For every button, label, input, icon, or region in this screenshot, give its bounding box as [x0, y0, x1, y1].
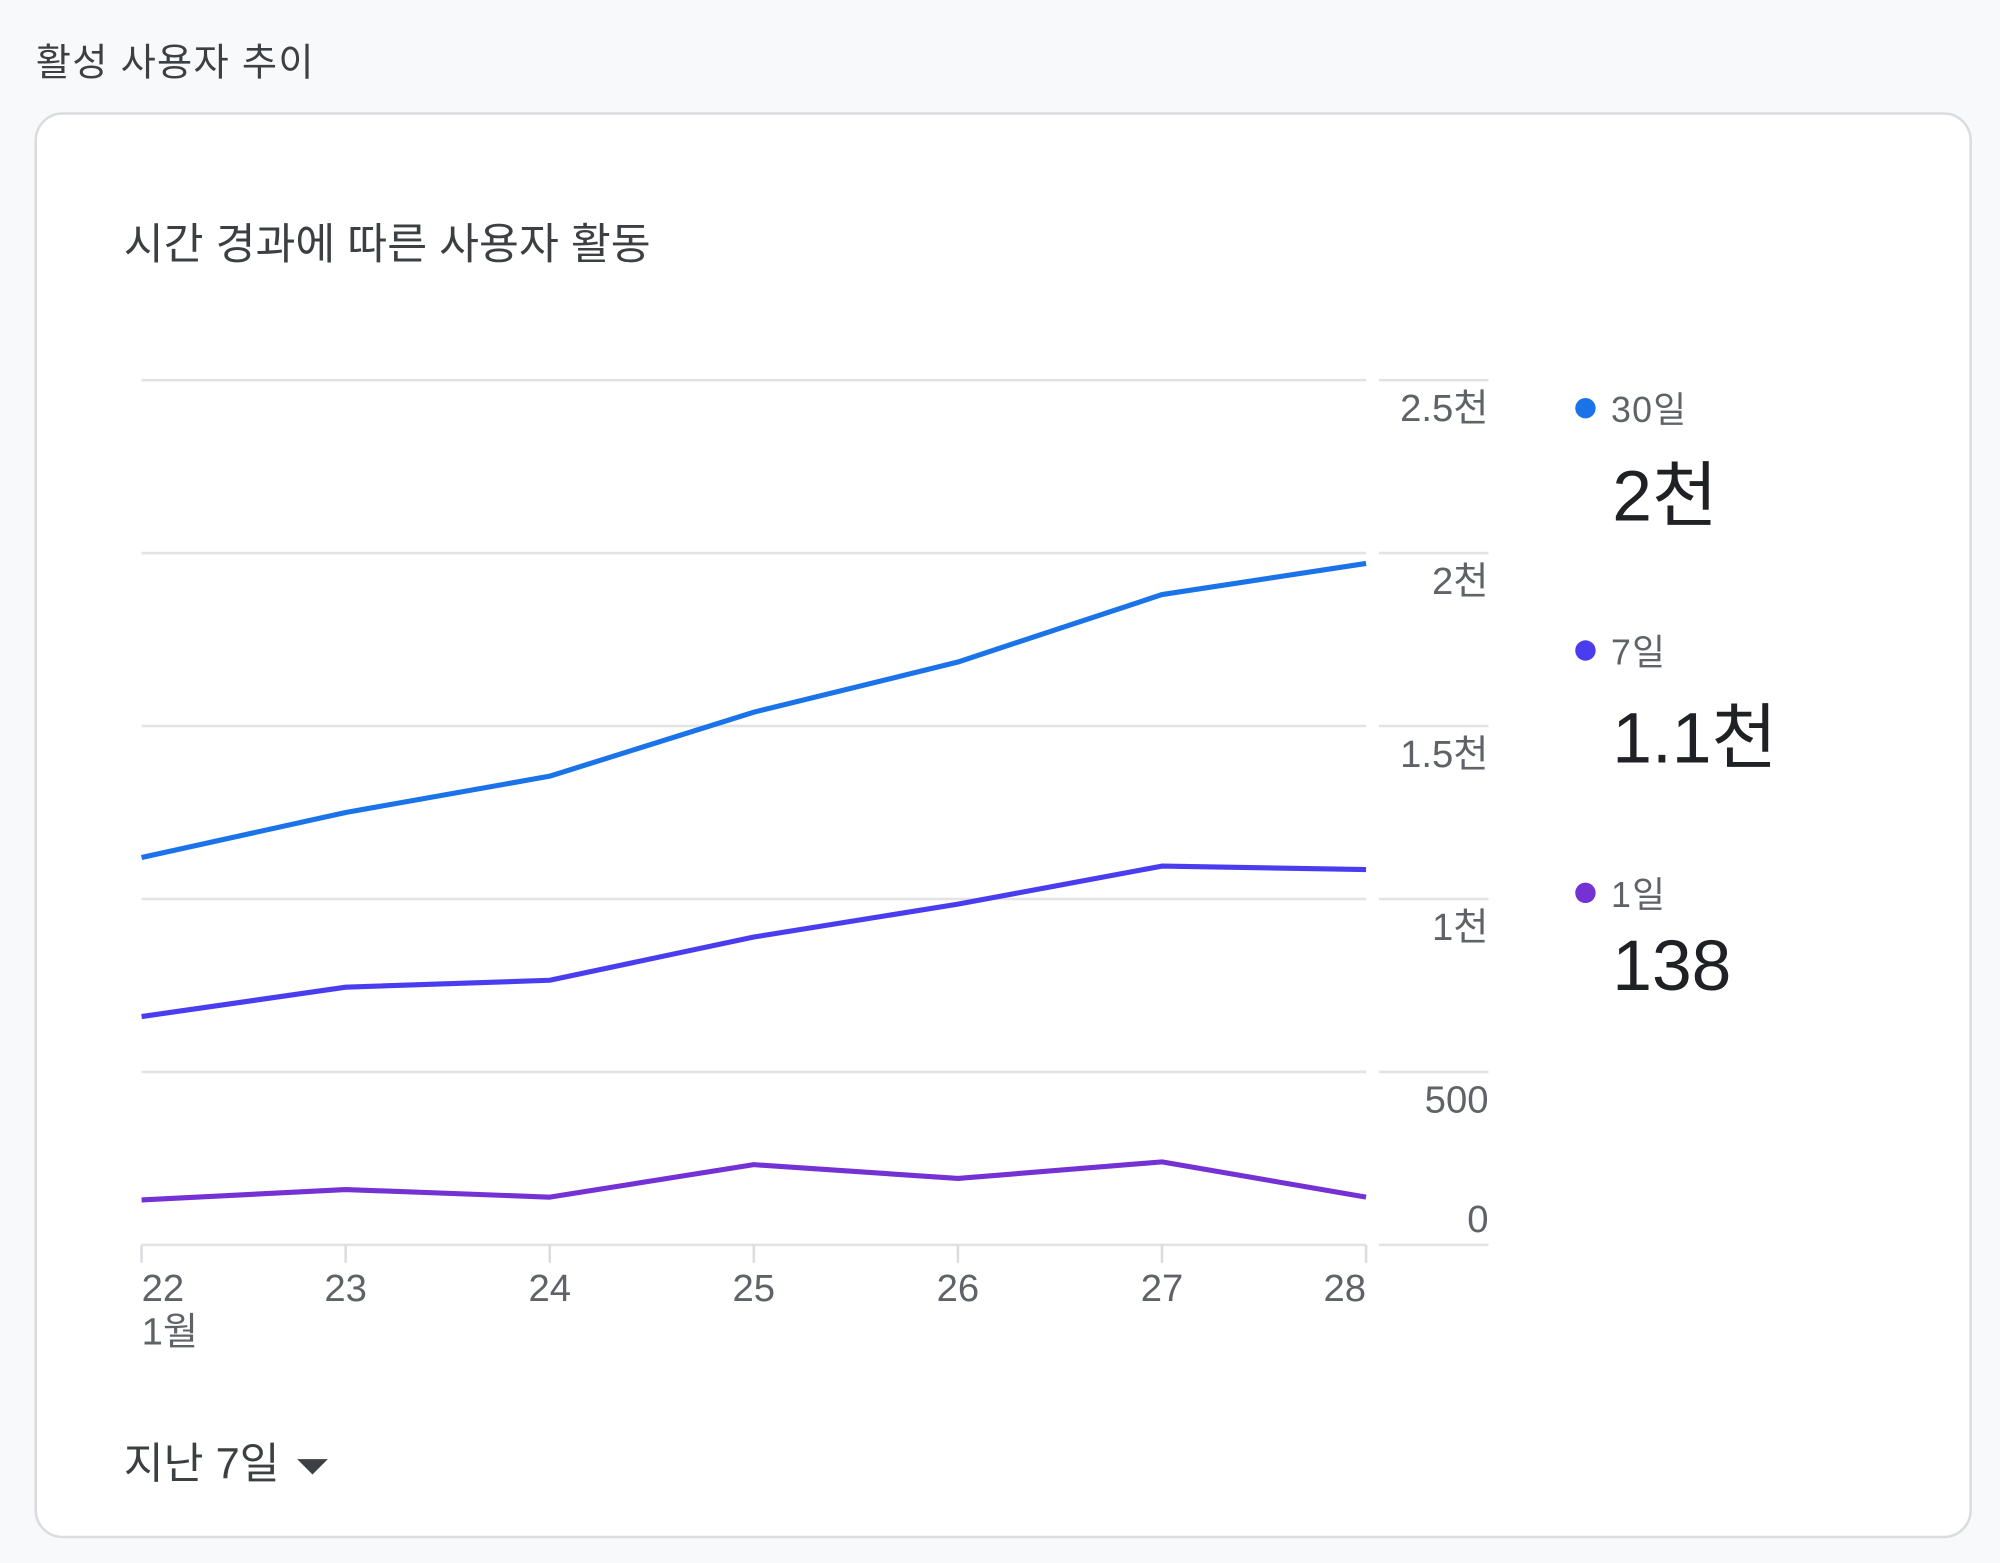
series-line-0: [141, 560, 1367, 860]
y-tick-label: 500: [1425, 1079, 1489, 1122]
x-tick-label: 27: [1141, 1267, 1184, 1310]
chart-card: 시간 경과에 따른 사용자 활동 0 500 1천 1.5천 2천 2.5천 22 23 24 2…: [34, 112, 1972, 1539]
legend-value: 138: [1612, 924, 1732, 1006]
section-title: 활성 사용자 추이: [35, 42, 315, 85]
x-tick-label: 28: [1324, 1267, 1367, 1310]
line-chart: 0 500 1천 1.5천 2천 2.5천 22 23 24 25 26 27 28 1월: [140, 378, 1489, 1353]
legend-value: 1.1천: [1612, 697, 1778, 779]
x-tick-label: 25: [733, 1267, 776, 1310]
legend-value: 2천: [1612, 455, 1718, 536]
y-tick-label: 1천: [1432, 906, 1488, 949]
legend-label: 30일: [1610, 390, 1688, 430]
y-tick-label: 2.5천: [1400, 387, 1488, 430]
series-line-2: [141, 1159, 1367, 1203]
x-tick-label: 24: [528, 1267, 571, 1310]
legend-label: 1일: [1610, 874, 1667, 915]
date-range-label: 지난 7일: [123, 1440, 280, 1489]
y-tick-label: 0: [1467, 1198, 1488, 1241]
legend-dot: [1575, 640, 1596, 661]
legend-label: 7일: [1610, 632, 1667, 673]
legend-dot: [1575, 882, 1596, 904]
legend-item-7d: 7일 1.1천: [1575, 625, 1777, 784]
y-tick-label: 2천: [1432, 560, 1488, 603]
x-tick-label: 23: [324, 1267, 367, 1310]
legend-item-1d: 1일 138: [1575, 867, 1731, 1006]
x-month-label: 1월: [142, 1310, 198, 1353]
legend-dot: [1575, 397, 1596, 419]
x-tick-label: 22: [142, 1267, 185, 1310]
y-tick-label: 1.5천: [1400, 733, 1488, 776]
date-range-dropdown[interactable]: 지난 7일: [123, 1429, 329, 1491]
card-title: 시간 경과에 따른 사용자 활동: [123, 220, 651, 270]
x-tick-label: 26: [937, 1267, 980, 1310]
series-line-1: [141, 863, 1367, 1020]
legend-item-30d: 30일 2천: [1575, 383, 1718, 542]
caret-down-icon: [297, 1459, 329, 1475]
